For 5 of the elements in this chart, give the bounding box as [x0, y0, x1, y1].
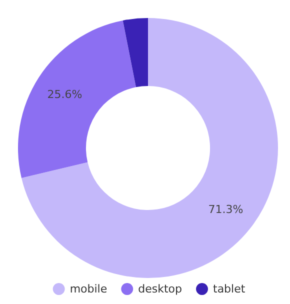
legend-label: desktop [138, 282, 182, 296]
data-label: 25.6% [47, 88, 82, 101]
legend-label: tablet [213, 282, 246, 296]
legend-label: mobile [70, 282, 108, 296]
data-label: 71.3% [208, 202, 244, 216]
